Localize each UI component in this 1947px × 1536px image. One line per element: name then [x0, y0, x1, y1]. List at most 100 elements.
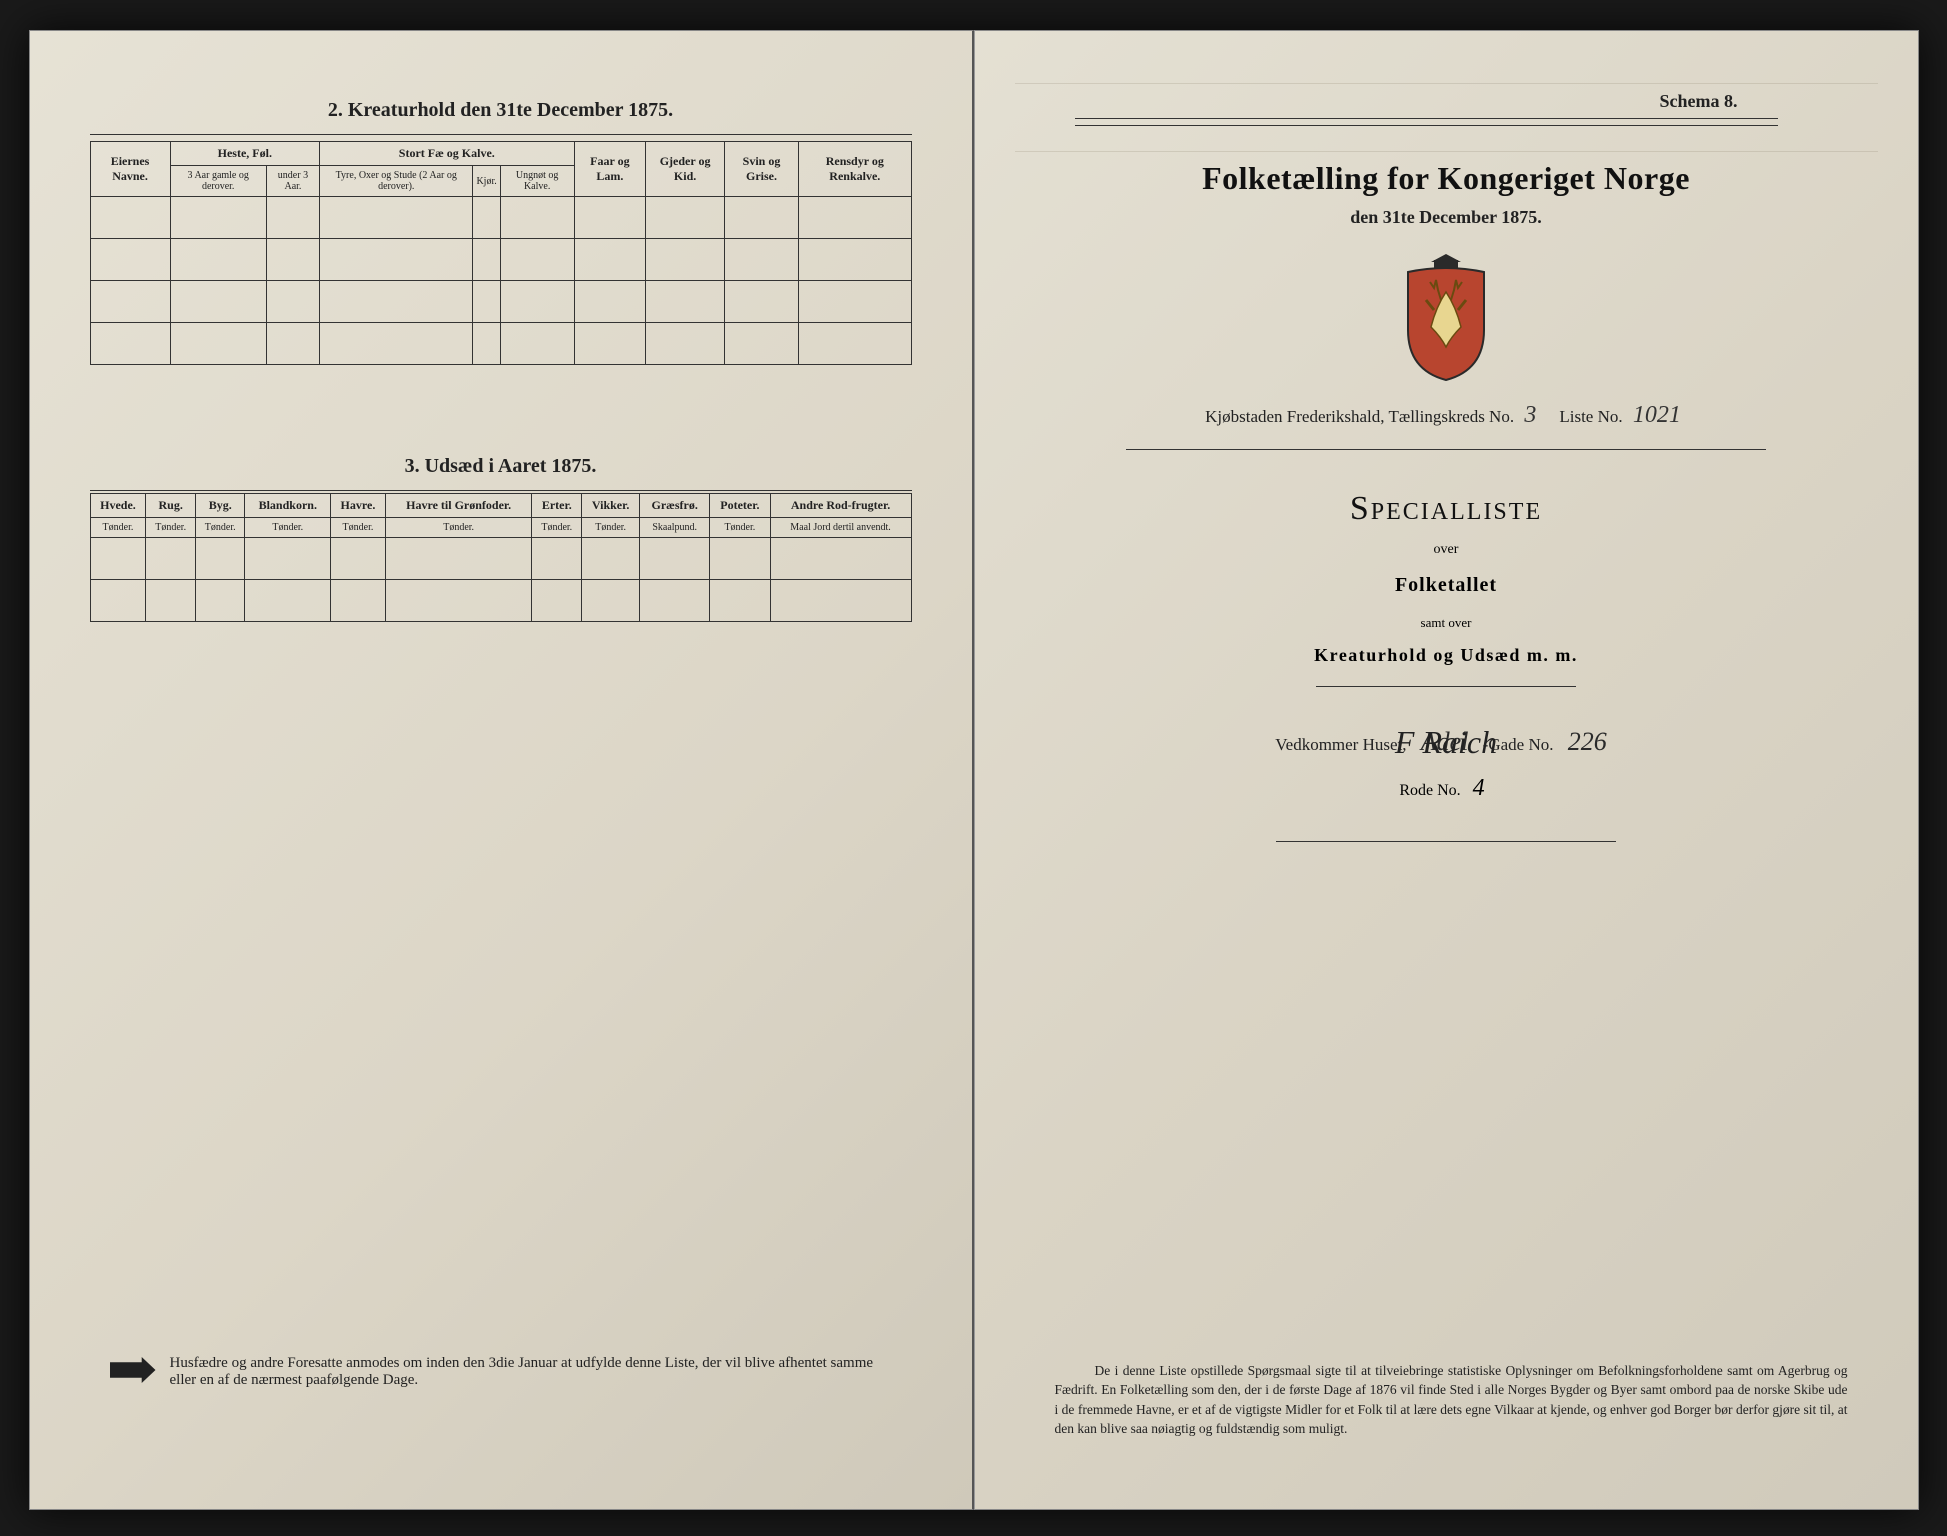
coat-of-arms-icon	[1386, 252, 1506, 382]
blank-cell	[799, 239, 911, 281]
blank-cell	[799, 323, 911, 365]
kreds-line: Kjøbstaden Frederikshald, Tællingskreds …	[1035, 402, 1858, 429]
specialliste-heading: Specialliste	[1035, 490, 1858, 528]
blank-cell	[473, 323, 500, 365]
blank-cell	[500, 323, 574, 365]
table-header: Byg.	[195, 494, 245, 518]
rule	[90, 490, 912, 491]
blank-cell	[266, 239, 319, 281]
bottom-paragraph: De i denne Liste opstillede Spørgsmaal s…	[1055, 1361, 1848, 1439]
table-subheader: Tyre, Oxer og Stude (2 Aar og derover).	[320, 166, 473, 197]
blank-cell	[640, 538, 710, 580]
blank-cell	[195, 538, 245, 580]
book-spread: 2. Kreaturhold den 31te December 1875. E…	[29, 30, 1919, 1510]
blank-cell	[500, 281, 574, 323]
blank-cell	[532, 538, 582, 580]
blank-cell	[385, 580, 532, 622]
blank-cell	[331, 580, 386, 622]
blank-cell	[532, 580, 582, 622]
table-2-kreaturhold: Eiernes Navne.Heste, Føl.Stort Fæ og Kal…	[90, 141, 912, 365]
blank-cell	[320, 281, 473, 323]
blank-cell	[646, 197, 725, 239]
table-header: Andre Rod-frugter.	[770, 494, 911, 518]
blank-cell	[266, 281, 319, 323]
table-3-wrapper: 3. Udsæd i Aaret 1875. Hvede.Rug.Byg.Bla…	[90, 455, 912, 622]
footnote: Husfædre og andre Foresatte anmodes om i…	[110, 1355, 892, 1389]
rode-label: Rode No.	[1399, 782, 1460, 799]
blank-cell	[195, 580, 245, 622]
blank-cell	[146, 538, 196, 580]
blank-cell	[710, 580, 771, 622]
blank-cell	[170, 323, 266, 365]
table-header: Græsfrø.	[640, 494, 710, 518]
blank-cell	[574, 281, 646, 323]
right-page: Schema 8. Folketælling for Kongeriget No…	[974, 30, 1919, 1510]
blank-cell	[574, 197, 646, 239]
blank-cell	[320, 239, 473, 281]
blank-cell	[473, 239, 500, 281]
table-header: Heste, Føl.	[170, 142, 320, 166]
blank-cell	[90, 281, 170, 323]
blank-cell	[724, 281, 798, 323]
folketallet-label: Folketallet	[1035, 574, 1858, 597]
schema-label: Schema 8.	[1035, 91, 1738, 112]
table-subheader: Maal Jord dertil anvendt.	[770, 518, 911, 538]
table-subheader: Tønder.	[90, 518, 146, 538]
rule	[1075, 118, 1778, 119]
blank-cell	[646, 323, 725, 365]
table-subheader: Tønder.	[245, 518, 331, 538]
blank-cell	[331, 538, 386, 580]
blank-cell	[170, 239, 266, 281]
table-subheader: Tønder.	[385, 518, 532, 538]
rule	[1316, 686, 1576, 687]
kreds-number: 3	[1518, 402, 1542, 428]
blank-cell	[574, 239, 646, 281]
blank-cell	[574, 323, 646, 365]
signature: F Raich	[1035, 724, 1858, 761]
blank-cell	[473, 197, 500, 239]
blank-cell	[90, 239, 170, 281]
table-2-head: Eiernes Navne.Heste, Føl.Stort Fæ og Kal…	[90, 142, 911, 197]
blank-cell	[770, 580, 911, 622]
blank-cell	[90, 197, 170, 239]
table-subheader: Tønder.	[710, 518, 771, 538]
section-2-title: 2. Kreaturhold den 31te December 1875.	[90, 99, 912, 122]
footnote-text: Husfædre og andre Foresatte anmodes om i…	[170, 1355, 892, 1389]
blank-cell	[90, 538, 146, 580]
blank-cell	[245, 538, 331, 580]
blank-cell	[170, 281, 266, 323]
blank-cell	[170, 197, 266, 239]
vedkommer-label: Vedkommer Huset,	[1275, 735, 1406, 754]
table-subheader: Tønder.	[582, 518, 640, 538]
rode-line: Rode No. 4	[1035, 775, 1858, 802]
blank-cell	[724, 323, 798, 365]
blank-cell	[799, 197, 911, 239]
blank-cell	[500, 197, 574, 239]
blank-cell	[582, 580, 640, 622]
blank-cell	[724, 239, 798, 281]
table-header: Rug.	[146, 494, 196, 518]
over-label: over	[1035, 542, 1858, 558]
pointing-hand-icon	[110, 1357, 156, 1383]
blank-cell	[266, 323, 319, 365]
gade-number: 226	[1558, 727, 1617, 756]
table-subheader: under 3 Aar.	[266, 166, 319, 197]
blank-cell	[320, 323, 473, 365]
table-subheader: Tønder.	[195, 518, 245, 538]
table-header: Eiernes Navne.	[90, 142, 170, 197]
table-2-wrapper: Eiernes Navne.Heste, Føl.Stort Fæ og Kal…	[90, 141, 912, 365]
title-main: Folketælling for Kongeriget Norge	[1035, 160, 1858, 197]
blank-cell	[770, 538, 911, 580]
table-header: Svin og Grise.	[724, 142, 798, 197]
title-sub: den 31te December 1875.	[1035, 207, 1858, 228]
blank-cell	[640, 580, 710, 622]
table-header: Havre.	[331, 494, 386, 518]
blank-cell	[582, 538, 640, 580]
liste-prefix: Liste No.	[1559, 407, 1622, 426]
table-header: Gjeder og Kid.	[646, 142, 725, 197]
blank-cell	[646, 281, 725, 323]
blank-cell	[710, 538, 771, 580]
rule	[1075, 125, 1778, 126]
section-3-title: 3. Udsæd i Aaret 1875.	[90, 455, 912, 478]
table-subheader: Tønder.	[331, 518, 386, 538]
